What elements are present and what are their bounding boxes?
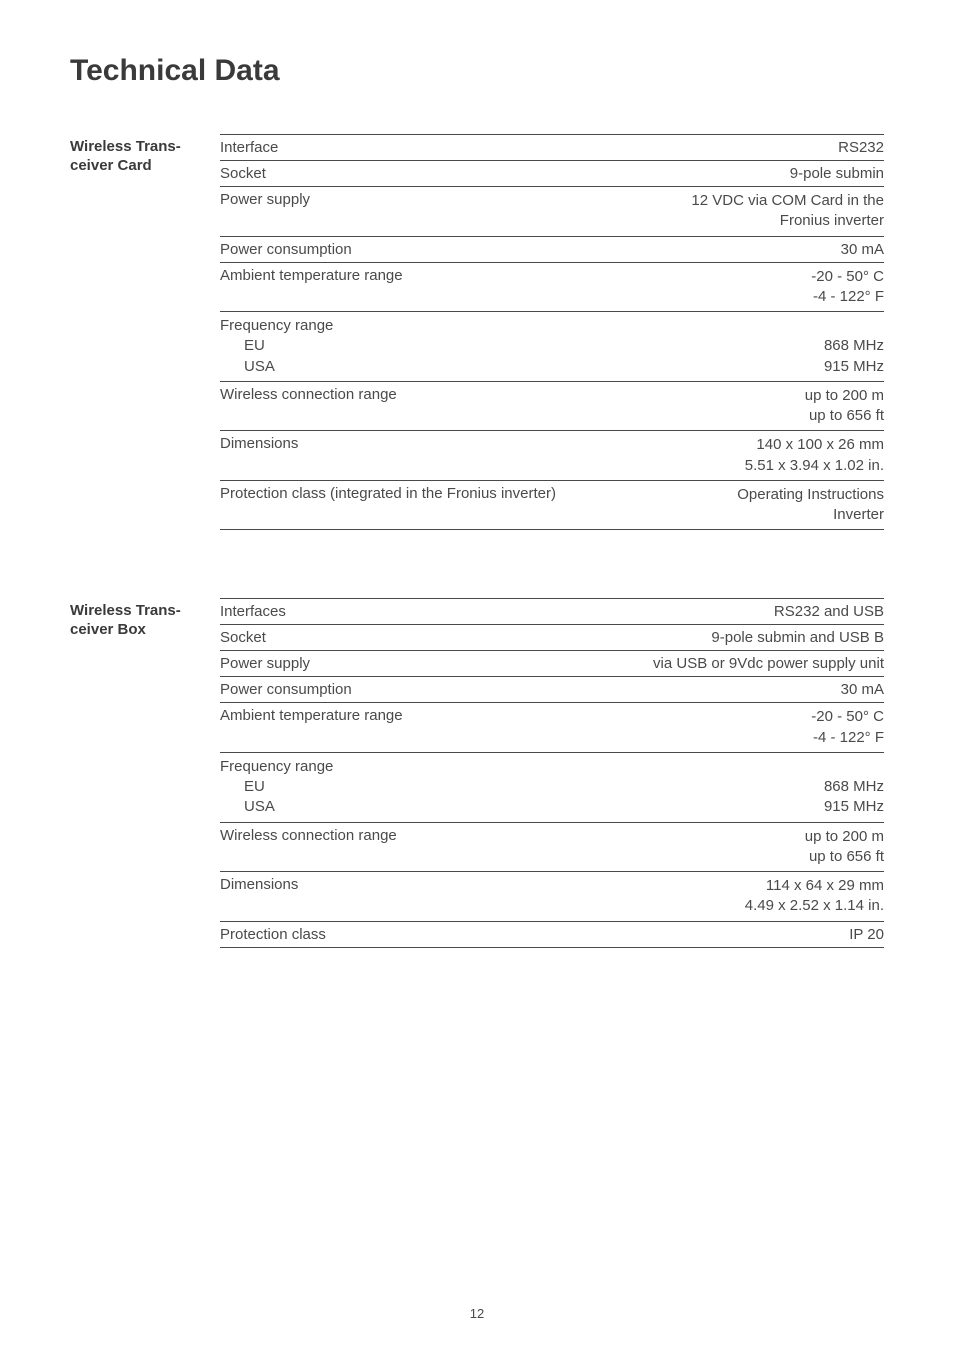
row-label: Frequency range EU USA bbox=[220, 757, 333, 818]
side-label-card: Wireless Trans- ceiver Card bbox=[70, 134, 220, 530]
table-row: Socket 9-pole submin bbox=[220, 160, 884, 186]
table-row: Interfaces RS232 and USB bbox=[220, 598, 884, 624]
table-row: Protection class (integrated in the Fron… bbox=[220, 480, 884, 531]
row-label: Interfaces bbox=[220, 603, 286, 620]
side-label-line: ceiver Card bbox=[70, 157, 152, 174]
table-row: Power supply 12 VDC via COM Card in the … bbox=[220, 186, 884, 236]
row-value-line: Operating Instructions bbox=[737, 486, 884, 503]
section-box: Wireless Trans- ceiver Box Interfaces RS… bbox=[70, 598, 884, 947]
row-label: Interface bbox=[220, 139, 278, 156]
page-title: Technical Data bbox=[70, 54, 884, 88]
row-value-line: -4 - 122° F bbox=[813, 288, 884, 305]
table-row: Dimensions 140 x 100 x 26 mm 5.51 x 3.94… bbox=[220, 430, 884, 480]
table-row: Protection class IP 20 bbox=[220, 921, 884, 948]
row-value-line: -4 - 122° F bbox=[813, 729, 884, 746]
row-value: 30 mA bbox=[841, 681, 884, 698]
row-label: Wireless connection range bbox=[220, 386, 397, 403]
row-value: -20 - 50° C -4 - 122° F bbox=[811, 707, 884, 748]
row-label-line: Frequency range bbox=[220, 758, 333, 775]
row-value: 9-pole submin bbox=[790, 165, 884, 182]
row-label: Frequency range EU USA bbox=[220, 316, 333, 377]
row-label-line: Frequency range bbox=[220, 317, 333, 334]
row-value: 868 MHz 915 MHz bbox=[824, 316, 884, 377]
row-value: 140 x 100 x 26 mm 5.51 x 3.94 x 1.02 in. bbox=[745, 435, 884, 476]
row-value: RS232 and USB bbox=[774, 603, 884, 620]
row-value-line: up to 200 m bbox=[805, 828, 884, 845]
row-sub-label: EU bbox=[220, 336, 333, 356]
row-sub-label: USA bbox=[220, 797, 333, 817]
row-value-line: 868 MHz bbox=[824, 778, 884, 795]
row-label: Socket bbox=[220, 165, 266, 182]
side-label-line: Wireless Trans- bbox=[70, 138, 181, 155]
row-value-line: 868 MHz bbox=[824, 337, 884, 354]
table-row: Power consumption 30 mA bbox=[220, 676, 884, 702]
row-label: Power consumption bbox=[220, 681, 352, 698]
table-row: Socket 9-pole submin and USB B bbox=[220, 624, 884, 650]
row-sub-label: USA bbox=[220, 357, 333, 377]
row-value-line: up to 200 m bbox=[805, 387, 884, 404]
row-label: Protection class bbox=[220, 926, 326, 943]
side-label-line: ceiver Box bbox=[70, 621, 146, 638]
side-label-box: Wireless Trans- ceiver Box bbox=[70, 598, 220, 947]
table-row: Frequency range EU USA 868 MHz 915 MHz bbox=[220, 311, 884, 381]
row-label: Ambient temperature range bbox=[220, 267, 403, 284]
row-value-line: 114 x 64 x 29 mm bbox=[766, 877, 884, 894]
row-value-line: -20 - 50° C bbox=[811, 708, 884, 725]
table-row: Wireless connection range up to 200 m up… bbox=[220, 381, 884, 431]
section-card: Wireless Trans- ceiver Card Interface RS… bbox=[70, 134, 884, 530]
row-value: up to 200 m up to 656 ft bbox=[805, 386, 884, 427]
table-row: Dimensions 114 x 64 x 29 mm 4.49 x 2.52 … bbox=[220, 871, 884, 921]
row-value: via USB or 9Vdc power supply unit bbox=[653, 655, 884, 672]
row-label: Protection class (integrated in the Fron… bbox=[220, 485, 556, 502]
table-row: Ambient temperature range -20 - 50° C -4… bbox=[220, 702, 884, 752]
row-value-line: 915 MHz bbox=[824, 358, 884, 375]
spec-table-card: Interface RS232 Socket 9-pole submin Pow… bbox=[220, 134, 884, 530]
table-row: Interface RS232 bbox=[220, 134, 884, 160]
row-value: RS232 bbox=[838, 139, 884, 156]
row-value-line: Fronius inverter bbox=[780, 212, 884, 229]
spec-table-box: Interfaces RS232 and USB Socket 9-pole s… bbox=[220, 598, 884, 947]
row-value-line: up to 656 ft bbox=[809, 848, 884, 865]
row-value: IP 20 bbox=[849, 926, 884, 943]
row-label: Power supply bbox=[220, 191, 310, 208]
table-row: Power supply via USB or 9Vdc power suppl… bbox=[220, 650, 884, 676]
row-value: 868 MHz 915 MHz bbox=[824, 757, 884, 818]
table-row: Power consumption 30 mA bbox=[220, 236, 884, 262]
row-label: Power consumption bbox=[220, 241, 352, 258]
row-label: Ambient temperature range bbox=[220, 707, 403, 724]
row-value: 30 mA bbox=[841, 241, 884, 258]
row-label: Wireless connection range bbox=[220, 827, 397, 844]
row-label: Power supply bbox=[220, 655, 310, 672]
row-label: Socket bbox=[220, 629, 266, 646]
row-label: Dimensions bbox=[220, 435, 298, 452]
row-value: up to 200 m up to 656 ft bbox=[805, 827, 884, 868]
row-value: Operating Instructions Inverter bbox=[737, 485, 884, 526]
row-value: 114 x 64 x 29 mm 4.49 x 2.52 x 1.14 in. bbox=[745, 876, 884, 917]
row-value: 9-pole submin and USB B bbox=[711, 629, 884, 646]
row-value: 12 VDC via COM Card in the Fronius inver… bbox=[691, 191, 884, 232]
table-row: Wireless connection range up to 200 m up… bbox=[220, 822, 884, 872]
table-row: Frequency range EU USA 868 MHz 915 MHz bbox=[220, 752, 884, 822]
row-value-line: Inverter bbox=[833, 506, 884, 523]
side-label-line: Wireless Trans- bbox=[70, 602, 181, 619]
row-value-line: 140 x 100 x 26 mm bbox=[756, 436, 884, 453]
table-row: Ambient temperature range -20 - 50° C -4… bbox=[220, 262, 884, 312]
page-number: 12 bbox=[0, 1306, 954, 1321]
row-value: -20 - 50° C -4 - 122° F bbox=[811, 267, 884, 308]
row-sub-label: EU bbox=[220, 777, 333, 797]
row-value-line: -20 - 50° C bbox=[811, 268, 884, 285]
row-value-line: 5.51 x 3.94 x 1.02 in. bbox=[745, 457, 884, 474]
row-value-line: 4.49 x 2.52 x 1.14 in. bbox=[745, 897, 884, 914]
row-value-line: 915 MHz bbox=[824, 798, 884, 815]
row-value-line: up to 656 ft bbox=[809, 407, 884, 424]
row-value-line: 12 VDC via COM Card in the bbox=[691, 192, 884, 209]
row-label: Dimensions bbox=[220, 876, 298, 893]
